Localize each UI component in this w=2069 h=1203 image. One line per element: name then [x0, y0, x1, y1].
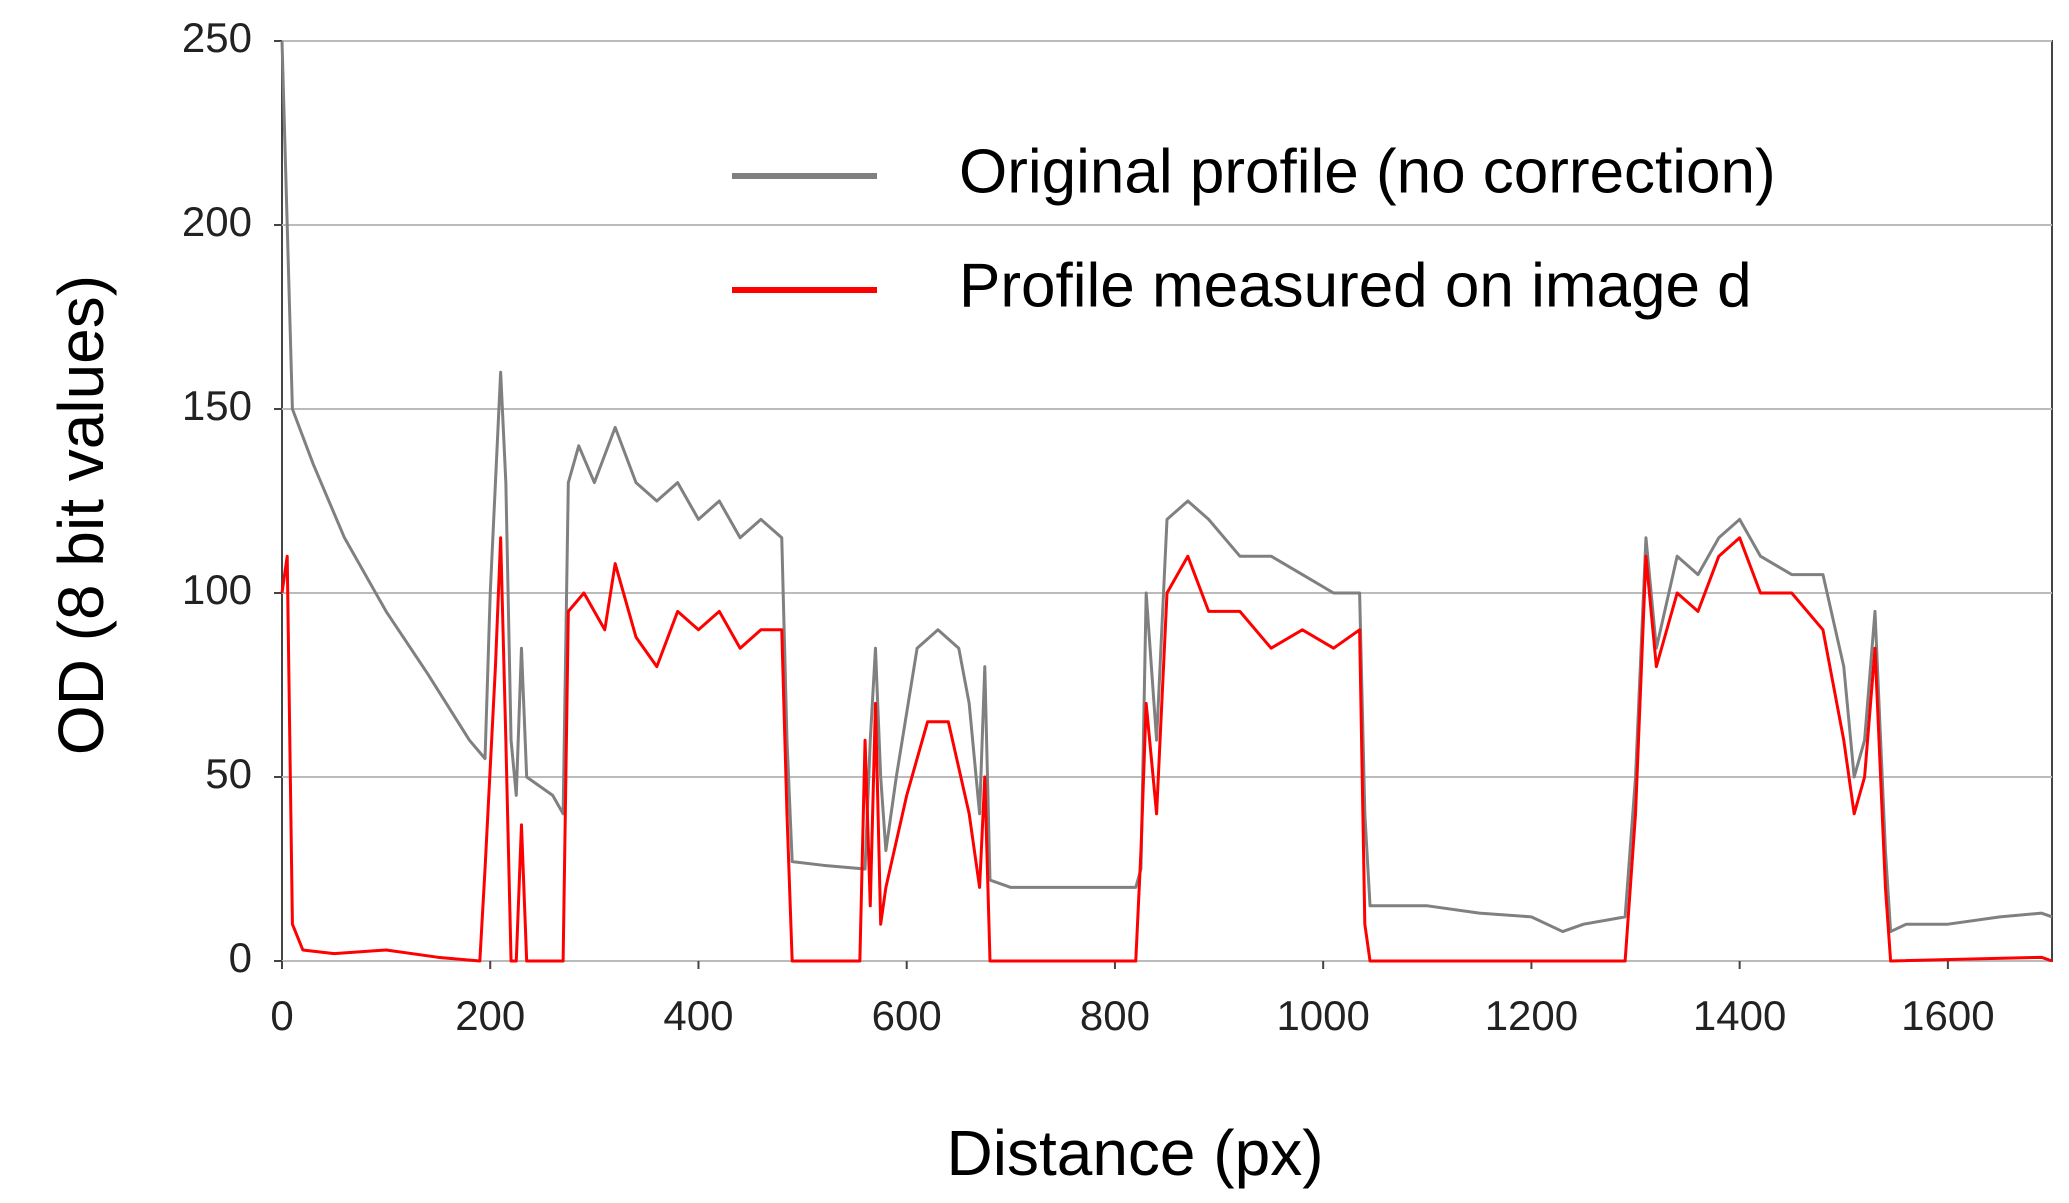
y-tick-label: 250	[182, 14, 252, 61]
y-tick-label: 200	[182, 198, 252, 245]
data-line	[280, 536, 2053, 963]
legend-label: Profile measured on image d	[959, 251, 1752, 320]
y-axis-title: OD (8 bit values)	[45, 275, 117, 755]
x-tick-label: 600	[872, 992, 942, 1039]
data-line	[280, 40, 2053, 934]
x-tick-label: 1600	[1901, 992, 1994, 1039]
x-tick-label: 1200	[1485, 992, 1578, 1039]
x-tick-label: 0	[270, 992, 293, 1039]
x-tick-label: 1000	[1276, 992, 1369, 1039]
x-tick-label: 200	[455, 992, 525, 1039]
x-tick-label: 800	[1080, 992, 1150, 1039]
y-tick-label: 150	[182, 382, 252, 429]
x-tick-label: 400	[663, 992, 733, 1039]
x-tick-label: 1400	[1693, 992, 1786, 1039]
y-tick-label: 100	[182, 566, 252, 613]
y-tick-label: 50	[205, 750, 252, 797]
x-axis-title: Distance (px)	[947, 1117, 1324, 1189]
legend-label: Original profile (no correction)	[959, 137, 1776, 206]
plot-area	[281, 40, 2053, 962]
y-tick-label: 0	[229, 934, 252, 981]
